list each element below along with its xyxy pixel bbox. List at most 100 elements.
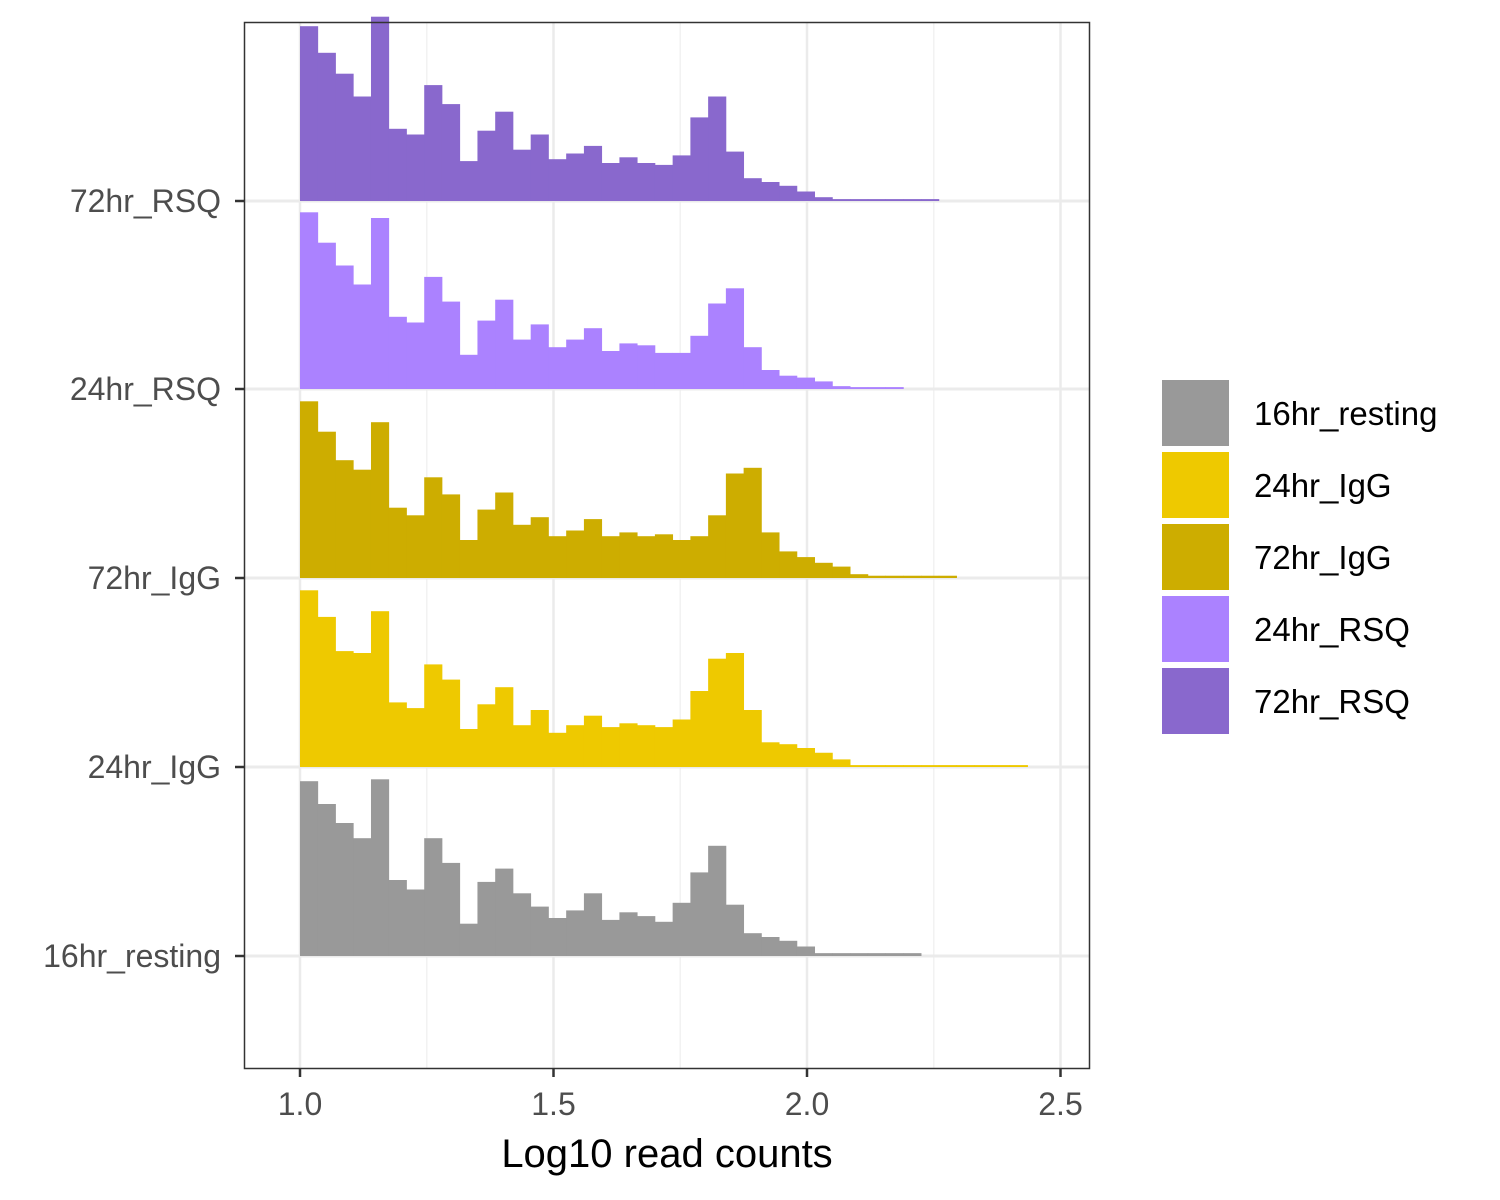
legend-key-24hr_RSQ: [1162, 596, 1229, 662]
histogram-bar: [796, 748, 816, 767]
histogram-bar: [779, 940, 798, 956]
legend-key-72hr_IgG: [1162, 524, 1229, 590]
histogram-bar: [353, 653, 372, 767]
y-tick-label: 24hr_IgG: [88, 749, 221, 785]
histogram-bar: [512, 149, 532, 201]
histogram-bar: [459, 923, 478, 956]
histogram-bar: [406, 134, 425, 201]
histogram-bar: [477, 130, 496, 201]
histogram-bar: [690, 117, 709, 201]
histogram-bar: [850, 199, 869, 201]
legend-label: 72hr_IgG: [1254, 539, 1392, 576]
ticks-layer: 1.0 1.5 2.0 2.5 16hr_resting 24hr_IgG 72hr_IgG…: [43, 183, 1083, 1122]
histogram-bar: [690, 691, 709, 767]
legend-key-72hr_RSQ: [1162, 668, 1229, 734]
histogram-bar: [424, 838, 443, 956]
y-tick-label: 72hr_RSQ: [70, 183, 221, 219]
histogram-bar: [903, 575, 922, 578]
histogram-bar: [725, 151, 745, 201]
histogram-bar: [867, 387, 886, 389]
histogram-bar: [761, 937, 780, 956]
histogram-bar: [530, 906, 549, 956]
histogram-bar: [974, 765, 993, 767]
histogram-bar: [335, 651, 354, 767]
histogram-bar: [335, 823, 354, 956]
histogram-bar: [725, 904, 745, 956]
histogram-bar: [637, 725, 656, 767]
histogram-bar: [708, 845, 727, 956]
histogram-bar: [548, 732, 567, 767]
histogram-bar: [814, 381, 833, 389]
histogram-bar: [779, 185, 798, 201]
legend-key-16hr_resting: [1162, 380, 1229, 446]
plot-panel-border: [243, 21, 1091, 1070]
histogram-bar: [512, 725, 532, 767]
histogram-bar: [725, 288, 745, 389]
histogram-bar: [921, 575, 940, 578]
x-axis-title: Log10 read counts: [501, 1132, 832, 1176]
histogram-bar: [903, 199, 922, 201]
histogram-bar: [566, 725, 585, 767]
histogram-bar: [814, 562, 833, 578]
histogram-bar: [601, 163, 620, 201]
histogram-bar: [867, 575, 886, 578]
histogram-bar: [850, 953, 869, 956]
histogram-bar: [796, 557, 816, 578]
histogram-bar: [477, 509, 496, 578]
histogram-bar: [725, 653, 745, 767]
histogram-bar: [637, 345, 656, 389]
histogram-bar: [850, 765, 869, 767]
histogram-bar: [441, 679, 461, 767]
histogram-bar: [406, 708, 425, 767]
histogram-bar: [637, 536, 656, 578]
histogram-bar: [637, 916, 656, 956]
histogram-bar: [566, 339, 585, 389]
histogram-bar: [796, 191, 816, 201]
histogram-bar: [832, 759, 851, 767]
histogram-bar: [619, 723, 638, 767]
histogram-bar: [548, 347, 567, 389]
histogram-bar: [690, 872, 709, 956]
histogram-bar: [761, 370, 780, 389]
x-tick-label: 1.5: [531, 1086, 575, 1122]
histogram-bar: [654, 921, 674, 956]
histogram-bar: [672, 540, 691, 578]
histogram-bar: [832, 953, 851, 956]
legend-key-24hr_IgG: [1162, 452, 1229, 518]
series-72hr_IgG: [300, 401, 957, 578]
histogram-bar: [512, 339, 532, 389]
histogram-bar: [317, 242, 336, 389]
bars-layer: [300, 16, 1028, 956]
histogram-bar: [441, 494, 461, 578]
histogram-bar: [672, 155, 691, 201]
histogram-bar: [495, 299, 514, 389]
series-24hr_RSQ: [300, 212, 904, 389]
histogram-bar: [761, 182, 780, 201]
histogram-bar: [832, 566, 851, 578]
histogram-bar: [335, 460, 354, 578]
legend-label: 72hr_RSQ: [1254, 683, 1410, 720]
histogram-bar: [708, 515, 727, 578]
histogram-bar: [353, 96, 372, 201]
histogram-bar: [672, 902, 691, 956]
histogram-bar: [548, 159, 567, 201]
legend: 16hr_resting 24hr_IgG 72hr_IgG 24hr_RSQ 72hr…: [1162, 380, 1437, 734]
histogram-bar: [300, 590, 319, 767]
histogram-bar: [424, 85, 443, 201]
histogram-bar: [317, 616, 336, 767]
histogram-bar: [370, 422, 390, 578]
histogram-bar: [885, 199, 904, 201]
histogram-bar: [566, 153, 585, 201]
histogram-bar: [885, 387, 904, 389]
histogram-bar: [654, 727, 674, 767]
histogram-bar: [317, 52, 336, 201]
histogram-bar: [548, 918, 567, 956]
series-16hr_resting: [300, 779, 922, 956]
histogram-bar: [495, 868, 514, 956]
histogram-bar: [761, 742, 780, 767]
histogram-bar: [796, 377, 816, 389]
legend-label: 24hr_RSQ: [1254, 611, 1410, 648]
histogram-bar: [654, 534, 674, 578]
histogram-bar: [814, 752, 833, 767]
histogram-bar: [743, 178, 762, 201]
